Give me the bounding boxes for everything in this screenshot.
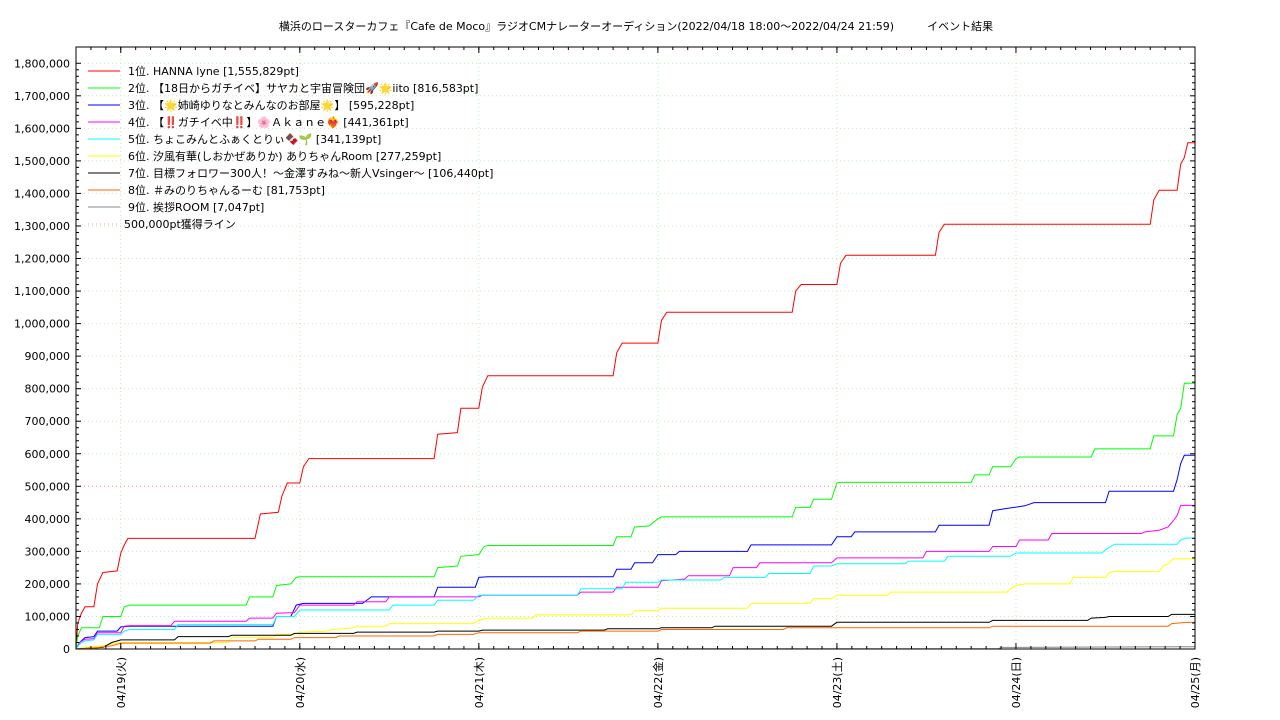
legend-label-1: 1位. HANNA lyne [1,555,829pt] [128, 64, 299, 78]
y-tick-label: 700,000 [25, 415, 71, 428]
x-tick-label: 04/21(木) [473, 657, 486, 708]
chart-title: 横浜のロースターカフェ『Cafe de Moco』ラジオCMナレーターオーディシ… [279, 19, 993, 33]
y-tick-label: 1,800,000 [14, 57, 70, 70]
y-tick-label: 1,500,000 [14, 155, 70, 168]
series-line-8 [75, 621, 1195, 650]
series-line-2 [75, 382, 1195, 650]
legend-label-4: 4位. 【‼️ガチイベ中‼️】🌸Ａｋａｎｅ❤️‍🔥 [441,361pt] [128, 115, 409, 129]
y-tick-label: 100,000 [25, 610, 71, 623]
legend-label-7: 7位. 目標フォロワー300人！〜金澤すみね〜新人Vsinger〜 [106,4… [128, 166, 493, 180]
x-tick-label: 04/22(金) [651, 657, 665, 708]
legend-label-2: 2位. 【18日からガチイベ】サヤカと宇宙冒険団🚀🌟iito [816,583p… [128, 81, 478, 95]
y-tick-label: 200,000 [25, 578, 71, 591]
x-tick-label: 04/24(日) [1010, 657, 1023, 708]
y-tick-label: 1,700,000 [14, 90, 70, 103]
y-tick-label: 1,100,000 [14, 285, 70, 298]
x-tick-label: 04/23(土) [831, 657, 844, 708]
series-line-6 [75, 558, 1195, 650]
y-tick-label: 600,000 [25, 448, 71, 461]
legend-label-8: 8位. ＃みのりちゃんるーむ [81,753pt] [128, 183, 325, 197]
plot-frame [75, 46, 1196, 650]
series-line-3 [75, 454, 1195, 650]
series-line-7 [75, 613, 1195, 650]
y-tick-label: 1,000,000 [14, 318, 70, 331]
legend-label-5: 5位. ちょこみんとふぁくとりぃ🍫🌱 [341,139pt] [128, 132, 381, 146]
y-tick-label: 1,600,000 [14, 122, 70, 135]
plot-series-layer [75, 142, 1196, 650]
legend-label-6: 6位. 汐風有華(しおかぜありか) ありちゃんRoom [277,259pt] [128, 149, 441, 163]
legend-label-10: 500,000pt獲得ライン [124, 218, 236, 231]
series-line-5 [75, 537, 1195, 650]
y-tick-label: 900,000 [25, 350, 71, 363]
series-line-1 [75, 142, 1195, 650]
legend-label-3: 3位. 【🌟姉崎ゆりなとみんなのお部屋🌟】 [595,228pt] [128, 98, 414, 112]
x-tick-label: 04/19(火) [115, 657, 128, 708]
y-tick-label: 1,300,000 [14, 220, 70, 233]
x-tick-label: 04/25(月) [1189, 657, 1202, 708]
x-tick-label: 04/20(水) [294, 657, 307, 708]
y-tick-label: 1,400,000 [14, 187, 70, 200]
axis-ticks-layer: 0 100,000 200,000 300,000 400,000 500,000 600,… [14, 47, 1202, 708]
y-tick-label: 500,000 [25, 480, 71, 493]
legend: 1位. HANNA lyne [1,555,829pt] 2位. 【18日からガチ… [88, 64, 493, 231]
series-line-4 [75, 504, 1195, 650]
y-tick-label: 1,200,000 [14, 253, 70, 266]
y-tick-label: 300,000 [25, 545, 71, 558]
y-tick-label: 0 [63, 643, 70, 656]
y-tick-label: 400,000 [25, 513, 71, 526]
y-tick-label: 800,000 [25, 383, 71, 396]
legend-label-9: 9位. 挨拶ROOM [7,047pt] [128, 200, 264, 214]
